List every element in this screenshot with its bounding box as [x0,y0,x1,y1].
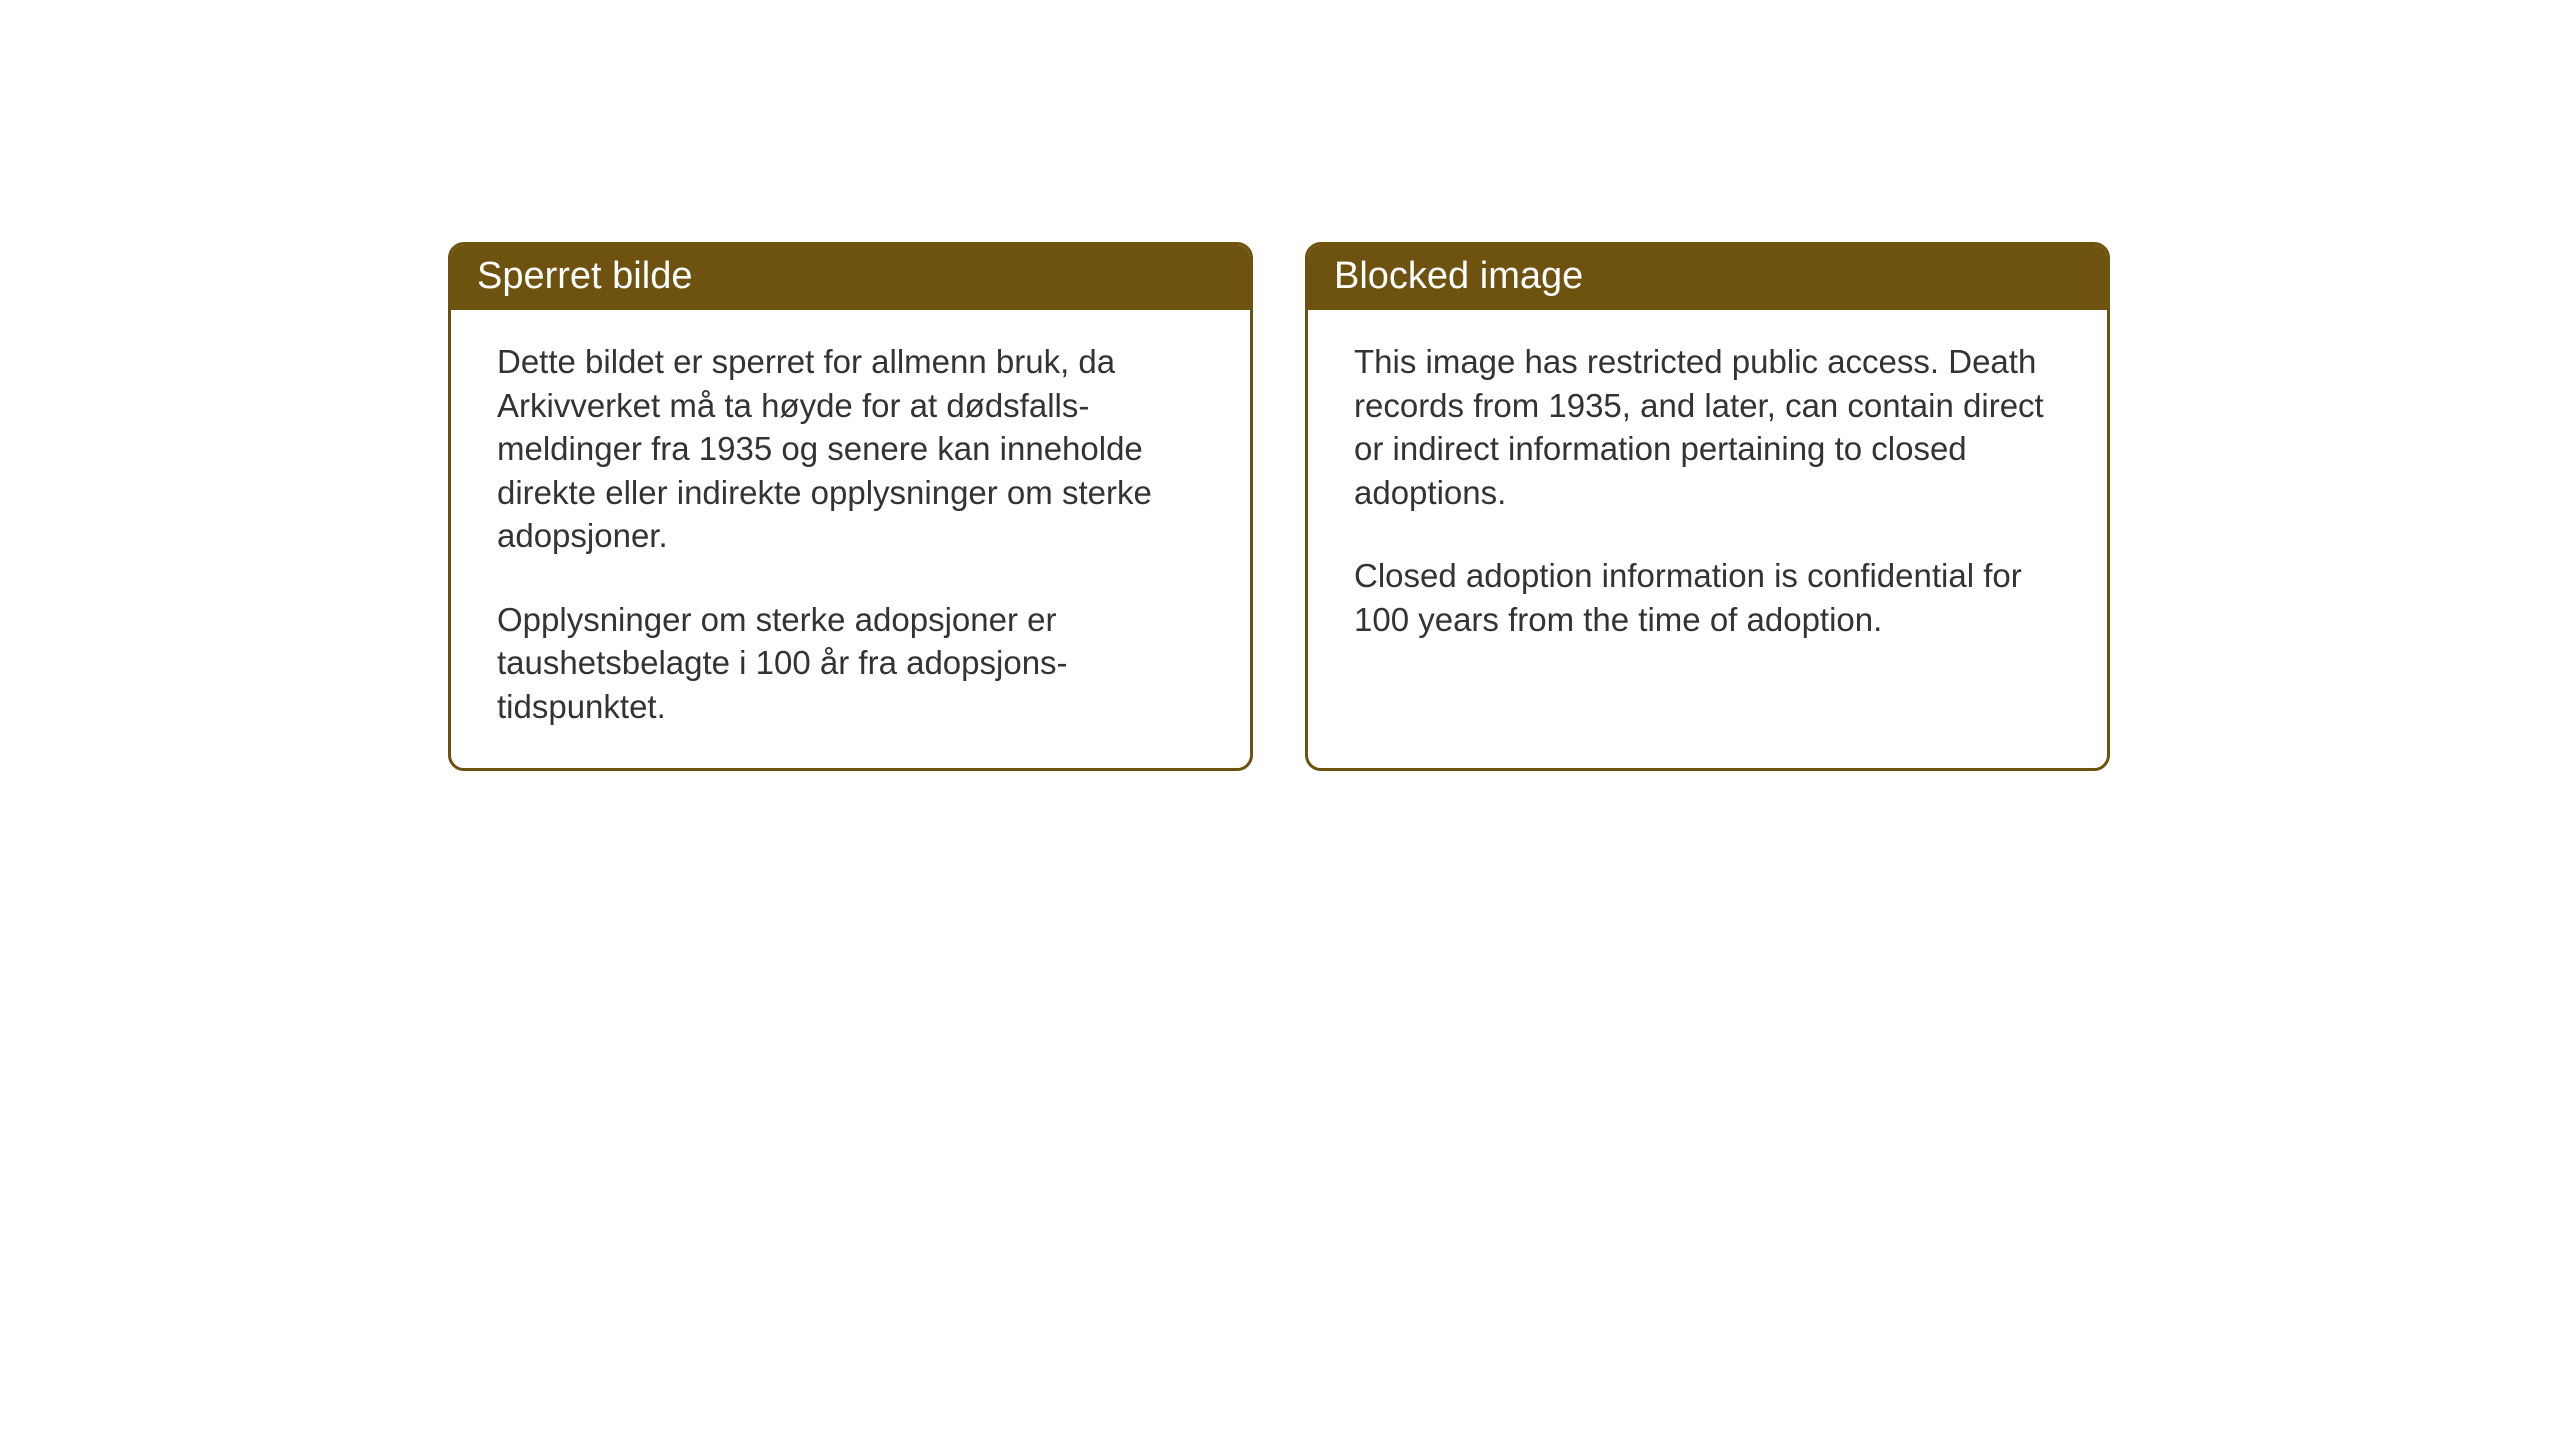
card-english: Blocked image This image has restricted … [1305,242,2110,771]
card-norwegian-title: Sperret bilde [477,255,692,297]
card-english-paragraph-1: This image has restricted public access.… [1354,340,2061,514]
card-norwegian-body: Dette bildet er sperret for allmenn bruk… [451,310,1250,768]
card-english-paragraph-2: Closed adoption information is confident… [1354,554,2061,641]
card-norwegian-paragraph-2: Opplysninger om sterke adopsjoner er tau… [497,598,1204,729]
card-norwegian-paragraph-1: Dette bildet er sperret for allmenn bruk… [497,340,1204,558]
card-norwegian: Sperret bilde Dette bildet er sperret fo… [448,242,1253,771]
card-english-body: This image has restricted public access.… [1308,310,2107,681]
card-norwegian-header: Sperret bilde [451,245,1250,310]
card-english-header: Blocked image [1308,245,2107,310]
card-english-title: Blocked image [1334,255,1583,297]
cards-container: Sperret bilde Dette bildet er sperret fo… [0,0,2560,771]
